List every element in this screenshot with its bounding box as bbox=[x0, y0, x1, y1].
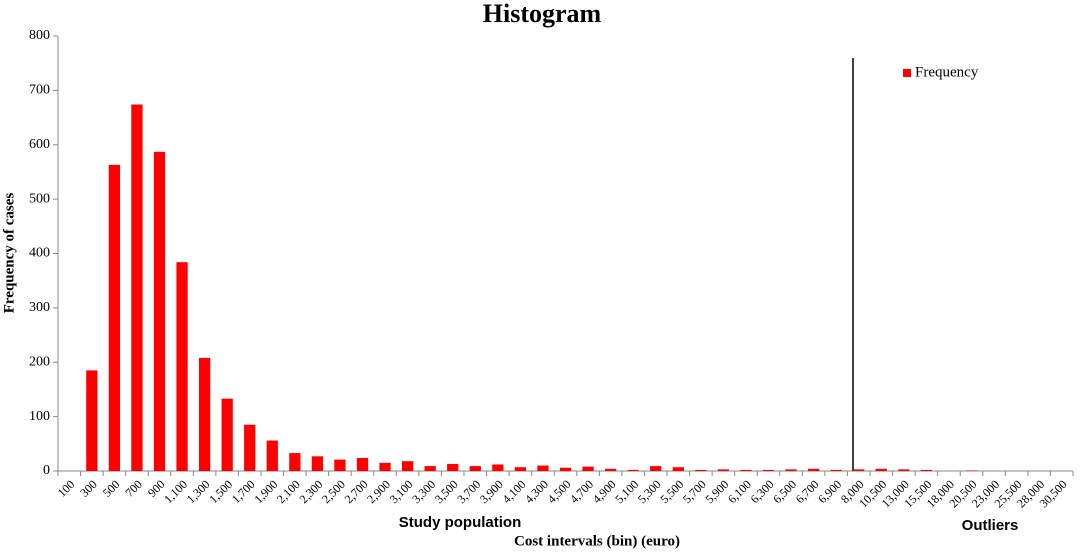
x-tick-label: 2,700 bbox=[342, 477, 371, 506]
x-tick-label: 2,900 bbox=[364, 477, 393, 506]
x-tick-label: 700 bbox=[122, 477, 145, 500]
bar bbox=[379, 462, 391, 471]
x-tick-label: 4,900 bbox=[590, 477, 619, 506]
x-axis-title: Cost intervals (bin) (euro) bbox=[514, 533, 680, 549]
bar bbox=[740, 469, 752, 471]
bar bbox=[356, 457, 369, 471]
x-tick-label: 5,700 bbox=[680, 477, 709, 506]
bar bbox=[244, 424, 256, 471]
legend-label: Frequency bbox=[915, 64, 979, 80]
x-tick-label: 5,300 bbox=[635, 477, 664, 506]
x-tick-label: 3,900 bbox=[477, 477, 506, 506]
x-tick-label: 4,300 bbox=[522, 477, 551, 506]
x-tick-label: 300 bbox=[77, 477, 100, 500]
x-tick-label: 6,900 bbox=[815, 477, 844, 506]
x-tick-label: 100 bbox=[55, 477, 78, 500]
x-tick-label: 6,300 bbox=[748, 477, 777, 506]
bar bbox=[807, 468, 820, 471]
y-tick-label: 600 bbox=[29, 137, 50, 152]
bar bbox=[131, 104, 143, 471]
bar bbox=[920, 469, 933, 471]
x-tick-label: 1,300 bbox=[184, 477, 213, 506]
y-tick-label: 100 bbox=[29, 409, 50, 424]
x-tick-label: 1,100 bbox=[161, 477, 190, 506]
annotation: Study population bbox=[399, 514, 521, 531]
y-tick-label: 500 bbox=[29, 191, 50, 206]
x-tick-label: 2,500 bbox=[319, 477, 348, 506]
bar bbox=[469, 466, 481, 471]
bar bbox=[153, 151, 166, 471]
bar bbox=[582, 466, 594, 471]
x-tick-label: 3,300 bbox=[409, 477, 438, 506]
x-tick-label: 3,700 bbox=[454, 477, 483, 506]
x-tick-label: 3,500 bbox=[432, 477, 461, 506]
y-tick-label: 400 bbox=[29, 246, 50, 261]
x-tick-label: 6,700 bbox=[793, 477, 822, 506]
bar bbox=[695, 469, 707, 471]
bar bbox=[965, 470, 978, 471]
x-tick-label: 5,900 bbox=[702, 477, 731, 506]
x-tick-label: 1,500 bbox=[206, 477, 235, 506]
legend-swatch bbox=[903, 69, 911, 77]
x-tick-label: 4,100 bbox=[499, 477, 528, 506]
bar bbox=[447, 463, 459, 471]
y-tick-label: 300 bbox=[29, 300, 50, 315]
x-tick-label: 1,900 bbox=[251, 477, 280, 506]
x-tick-label: 4,500 bbox=[545, 477, 574, 506]
x-tick-label: 2,300 bbox=[296, 477, 325, 506]
bar bbox=[853, 469, 865, 471]
bar bbox=[898, 469, 910, 471]
bar bbox=[785, 469, 797, 471]
y-tick-label: 0 bbox=[43, 463, 50, 478]
bar bbox=[650, 466, 662, 471]
bar bbox=[198, 357, 211, 471]
bar bbox=[627, 469, 639, 471]
bar bbox=[289, 453, 301, 471]
bar bbox=[830, 469, 842, 471]
x-tick-label: 5,100 bbox=[612, 477, 641, 506]
x-tick-label: 4,700 bbox=[567, 477, 596, 506]
x-tick-label: 2,100 bbox=[274, 477, 303, 506]
bar bbox=[401, 461, 414, 471]
bar bbox=[514, 467, 527, 471]
bar bbox=[424, 466, 436, 471]
x-tick-label: 500 bbox=[100, 477, 123, 500]
y-tick-label: 700 bbox=[29, 83, 50, 98]
y-tick-label: 200 bbox=[29, 354, 50, 369]
bar bbox=[266, 440, 278, 471]
x-tick-label: 6,500 bbox=[770, 477, 799, 506]
bar bbox=[108, 164, 121, 471]
bar bbox=[875, 468, 887, 471]
bar bbox=[717, 469, 730, 471]
bar bbox=[176, 262, 188, 471]
bar bbox=[559, 467, 572, 471]
x-tick-label: 1,700 bbox=[229, 477, 258, 506]
bar bbox=[334, 459, 346, 471]
bar bbox=[672, 467, 684, 471]
y-tick-label: 800 bbox=[29, 28, 50, 43]
bar bbox=[537, 465, 549, 471]
bar bbox=[604, 468, 617, 471]
annotation: Outliers bbox=[962, 517, 1019, 534]
chart-title: Histogram bbox=[483, 0, 602, 28]
bar bbox=[762, 469, 775, 471]
x-tick-label: 5,500 bbox=[657, 477, 686, 506]
x-tick-label: 3,100 bbox=[387, 477, 416, 506]
bar bbox=[86, 370, 98, 471]
bar bbox=[492, 464, 504, 471]
y-axis-title: Frequency of cases bbox=[1, 193, 17, 314]
bar bbox=[221, 398, 233, 471]
bar bbox=[311, 456, 324, 471]
x-tick-label: 6,100 bbox=[725, 477, 754, 506]
